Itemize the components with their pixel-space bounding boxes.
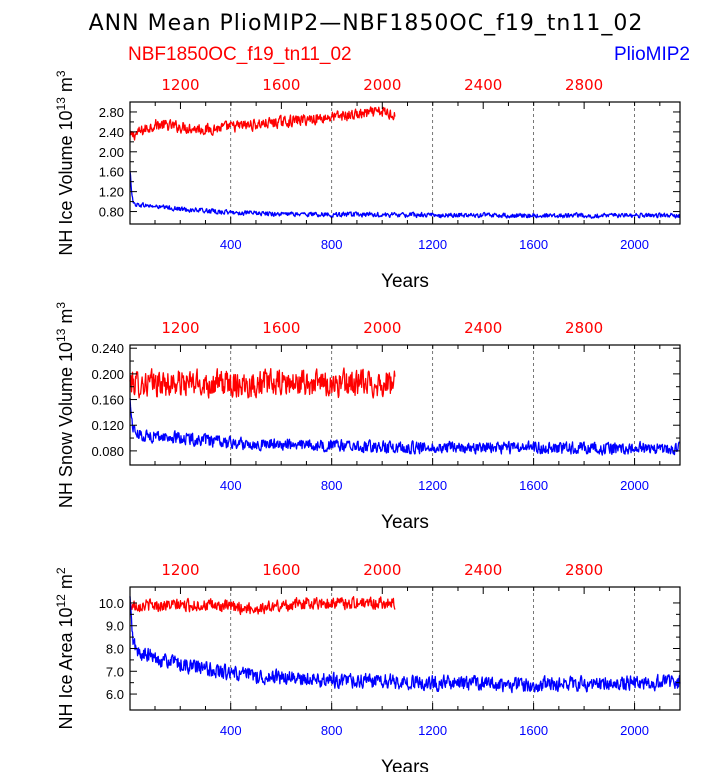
x-tick-label: 800 [321,478,343,493]
y-tick-label: 10.0 [99,596,124,611]
top-x-tick-label: 2400 [464,76,502,94]
legend-blue-label: PlioMIP2 [614,44,690,65]
x-axis-label: Years [381,512,429,533]
series-line-red [129,595,396,616]
top-x-tick-label: 2000 [363,76,401,94]
series-line-red [129,367,396,399]
x-tick-label: 2000 [620,237,649,252]
series-line-blue [129,596,681,694]
x-tick-label: 800 [321,237,343,252]
top-x-tick-label: 2000 [363,319,401,337]
y-tick-label: 1.60 [99,165,124,180]
x-tick-label: 1600 [519,723,548,738]
x-tick-label: 1200 [418,723,447,738]
y-tick-label: 9.0 [106,619,124,634]
chart-panel-2: 400 800 1200 1600 2000 1200 1600 2000 2400 2800 0.… [54,302,681,533]
x-tick-label: 800 [321,723,343,738]
x-tick-label: 400 [220,237,242,252]
chart-panel-1: 400 800 1200 1600 2000 1200 1600 2000 2400 2800 0.… [54,70,681,292]
x-tick-label: 1200 [418,478,447,493]
top-x-tick-label: 1200 [161,319,199,337]
top-x-tick-label: 1200 [161,561,199,579]
y-tick-label: 1.20 [99,185,124,200]
y-axis-label: NH Ice Area 1012 m2 [54,567,76,729]
top-x-tick-label: 2800 [565,76,603,94]
chart-panel-3: 400 800 1200 1600 2000 1200 1600 2000 2400 2800 6.… [54,561,681,772]
x-axis-label: Years [381,757,429,772]
x-tick-label: 1200 [418,237,447,252]
x-tick-label: 400 [220,723,242,738]
top-x-tick-label: 2400 [464,561,502,579]
top-x-tick-label: 2400 [464,319,502,337]
top-x-tick-label: 1600 [262,76,300,94]
y-tick-label: 0.200 [91,367,124,382]
y-axis-label: NH Snow Volume 1013 m3 [54,302,76,508]
top-x-tick-label: 1600 [262,319,300,337]
top-x-tick-label: 2000 [363,561,401,579]
y-tick-label: 2.00 [99,145,124,160]
series-line-blue [129,397,681,456]
plot-frame [129,344,681,466]
y-tick-label: 0.80 [99,205,124,220]
x-axis-label: Years [381,271,429,292]
legend-red-label: NBF1850OC_f19_tn11_02 [128,44,352,65]
series-line-red [129,106,396,141]
top-x-tick-label: 2800 [565,561,603,579]
y-tick-label: 6.0 [106,687,124,702]
x-tick-label: 1600 [519,237,548,252]
y-axis-label: NH Ice Volume 1013 m3 [54,70,76,255]
x-tick-label: 1600 [519,478,548,493]
x-tick-label: 2000 [620,723,649,738]
top-x-tick-label: 1600 [262,561,300,579]
plot-frame [129,101,681,225]
top-x-tick-label: 1200 [161,76,199,94]
figure-title: ANN Mean PlioMIP2—NBF1850OC_f19_tn11_02 [89,11,644,36]
y-tick-label: 0.120 [91,418,124,433]
y-tick-label: 2.40 [99,125,124,140]
x-tick-label: 400 [220,478,242,493]
x-tick-label: 2000 [620,478,649,493]
y-tick-label: 0.160 [91,393,124,408]
y-tick-label: 0.080 [91,444,124,459]
y-tick-label: 8.0 [106,642,124,657]
y-tick-label: 0.240 [91,341,124,356]
y-tick-label: 2.80 [99,105,124,120]
series-line-blue [129,171,681,219]
top-x-tick-label: 2800 [565,319,603,337]
y-tick-label: 7.0 [106,664,124,679]
